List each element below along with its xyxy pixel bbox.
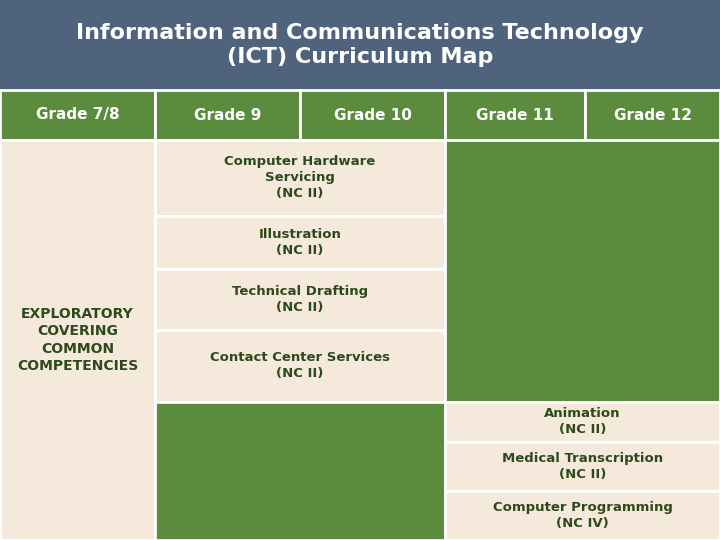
Bar: [0, 90, 155, 140]
Bar: [0, 140, 155, 540]
Text: EXPLORATORY
COVERING
COMMON
COMPETENCIES: EXPLORATORY COVERING COMMON COMPETENCIES: [17, 307, 138, 373]
Text: Illustration
(NC II): Illustration (NC II): [258, 228, 341, 257]
Bar: [445, 402, 720, 442]
Bar: [155, 216, 445, 269]
Text: Grade 11: Grade 11: [476, 107, 554, 123]
Text: Grade 10: Grade 10: [333, 107, 411, 123]
Bar: [155, 90, 300, 140]
Bar: [585, 90, 720, 140]
Text: Medical Transcription
(NC II): Medical Transcription (NC II): [502, 452, 663, 481]
Bar: [155, 140, 445, 216]
Bar: [445, 442, 720, 491]
Text: Grade 7/8: Grade 7/8: [36, 107, 120, 123]
Text: Grade 12: Grade 12: [613, 107, 691, 123]
Bar: [445, 491, 720, 540]
Bar: [445, 140, 720, 402]
Bar: [445, 140, 720, 442]
Bar: [155, 269, 445, 330]
Bar: [300, 90, 445, 140]
Text: Technical Drafting
(NC II): Technical Drafting (NC II): [232, 285, 368, 314]
Text: Grade 9: Grade 9: [194, 107, 261, 123]
Text: Animation
(NC II): Animation (NC II): [544, 407, 621, 436]
Bar: [0, 0, 720, 90]
Text: Contact Center Services
(NC II): Contact Center Services (NC II): [210, 352, 390, 380]
Bar: [445, 90, 585, 140]
Bar: [155, 402, 445, 540]
Text: Computer Hardware
Servicing
(NC II): Computer Hardware Servicing (NC II): [225, 156, 376, 200]
Bar: [155, 330, 445, 402]
Text: Information and Communications Technology
(ICT) Curriculum Map: Information and Communications Technolog…: [76, 23, 644, 68]
Text: Computer Programming
(NC IV): Computer Programming (NC IV): [492, 501, 672, 530]
